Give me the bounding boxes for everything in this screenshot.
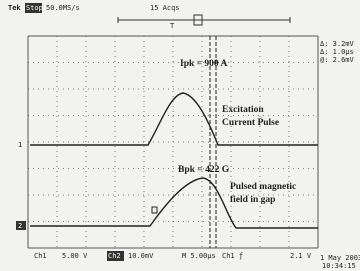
time: 10:34:15	[322, 262, 356, 270]
annotation: Excitation	[222, 105, 264, 115]
brand: Tek	[8, 4, 21, 12]
trace-marker	[152, 207, 157, 213]
oscilloscope-screen: Tek Stop 50.0MS/s 15 Acqs T Δ: 3.2mV Δ: …	[0, 0, 360, 271]
readout: Δ: 1.0μs	[320, 48, 354, 56]
trigger-level: 2.1 V	[290, 252, 312, 260]
timebase: M 5.00μs	[182, 252, 216, 260]
date: 1 May 2003	[320, 254, 360, 262]
trigger: Ch1 ƒ	[222, 252, 243, 260]
ch2: Ch2	[108, 252, 121, 260]
annotation: Bpk = 422 G	[178, 165, 230, 175]
readout: Δ: 3.2mV	[320, 40, 355, 48]
graticule	[28, 36, 318, 248]
acquisitions: 15 Acqs	[150, 4, 180, 12]
annotation: Pulsed magnetic	[230, 182, 296, 192]
ch1: Ch1	[34, 252, 47, 260]
annotation: Current Pulse	[222, 118, 279, 128]
rate: 50.0MS/s	[46, 4, 80, 12]
channel-marker: 2	[18, 222, 22, 230]
annotation: field in gap	[230, 195, 275, 205]
ch1-scale: 5.00 V	[62, 252, 88, 260]
trigger-marker: T	[170, 22, 175, 30]
display: Tek Stop 50.0MS/s 15 Acqs T Δ: 3.2mV Δ: …	[0, 0, 360, 271]
ch2-scale: 10.0mV	[128, 252, 154, 260]
channel-marker: 1	[18, 141, 22, 149]
annotation: Ipk = 900 A	[180, 59, 228, 69]
state: Stop	[26, 4, 43, 12]
readout: @: 2.6mV	[320, 56, 355, 64]
